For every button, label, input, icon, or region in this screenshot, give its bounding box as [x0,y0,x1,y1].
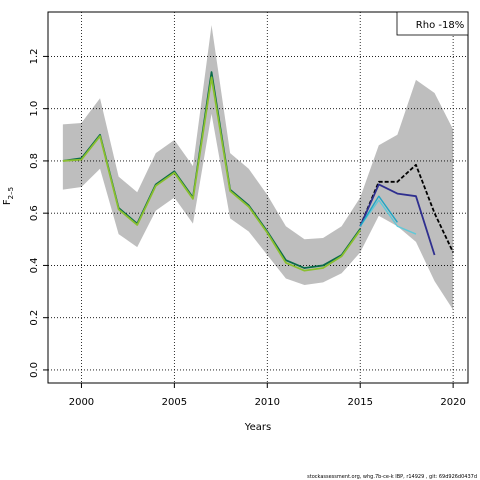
x-axis-title: Years [244,422,271,433]
legend-text: Rho -18% [416,20,464,31]
x-tick-label: 2005 [162,397,187,408]
y-axis-title-sub: 2–5 [7,187,15,199]
x-tick-label: 2015 [347,397,372,408]
y-tick-label: 1.2 [29,48,40,64]
confidence-band-layer [62,25,454,310]
axes-layer: 2000 2005 2010 2015 2020 0.0 0.2 0.4 0.6 0.8 1.0 1.… [29,11,469,408]
series-line-3 [359,195,398,227]
y-tick-label: 1.0 [29,101,40,117]
x-tick-label: 2010 [255,397,280,408]
y-axis-title: F2–5 [2,187,15,205]
grid-layer [48,12,468,383]
y-tick-label: 0.0 [29,362,40,378]
y-tick-label: 0.2 [29,310,40,326]
y-tick-label: 0.8 [29,153,40,169]
x-tick-label: 2020 [440,397,465,408]
series-line-5 [62,76,361,272]
y-tick-label: 0.6 [29,205,40,221]
series-line-0 [359,163,454,253]
y-axis-title-main: F [2,199,13,205]
legend: Rho -18% [396,11,469,36]
footer-credit: stockassessment.org, whg.7b-ce-k IBP, r1… [307,474,477,480]
confidence-band [62,25,454,310]
series-line-1 [359,183,436,256]
x-tick-label: 2000 [69,397,94,408]
svg-text:F2–5: F2–5 [2,187,15,205]
y-tick-label: 0.4 [29,257,40,273]
plot-frame [47,11,469,384]
series-line-2 [359,199,417,235]
series-layer [62,71,454,272]
legend-box [396,11,469,36]
